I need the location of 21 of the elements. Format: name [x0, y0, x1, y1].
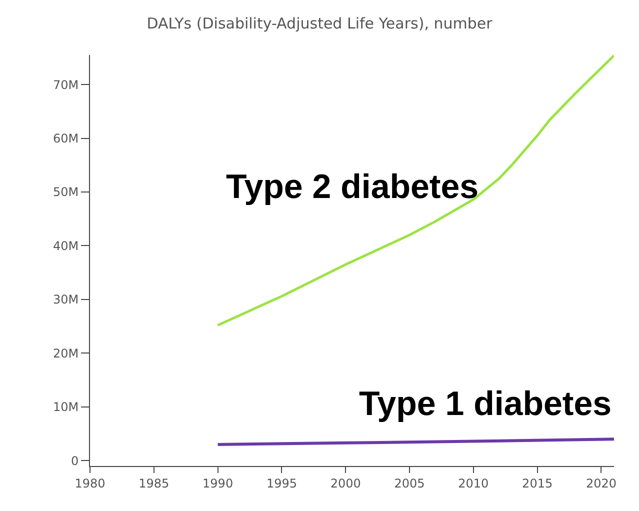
line-series [216, 55, 614, 326]
y-tick-label: 20M [52, 346, 79, 360]
x-tick-label: 2020 [586, 476, 616, 490]
y-tick-label: 60M [52, 131, 79, 146]
x-tick-label: 1980 [74, 476, 106, 490]
chart-title: DALYs (Disability-Adjusted Life Years), number [146, 14, 494, 32]
y-tick-label: 30M [52, 292, 79, 307]
x-tick-label: 2005 [394, 476, 425, 490]
y-tick-label: 40M [52, 238, 79, 253]
y-tick-label: 50M [52, 185, 79, 200]
x-tick-label: 1985 [138, 476, 170, 490]
y-tick-label: 0 [70, 454, 79, 468]
x-tick-label: 1995 [266, 476, 297, 490]
series-label: Type 1 diabetes [359, 385, 612, 423]
x-tick-label: 1990 [202, 476, 234, 490]
series-label: Type 2 diabetes [226, 168, 479, 206]
y-tick-label: 70M [52, 78, 79, 92]
x-tick-label: 2000 [330, 476, 361, 490]
y-tick-label: 10M [52, 400, 79, 414]
x-tick-label: 2010 [458, 476, 489, 490]
x-tick-label: 2015 [522, 476, 553, 490]
